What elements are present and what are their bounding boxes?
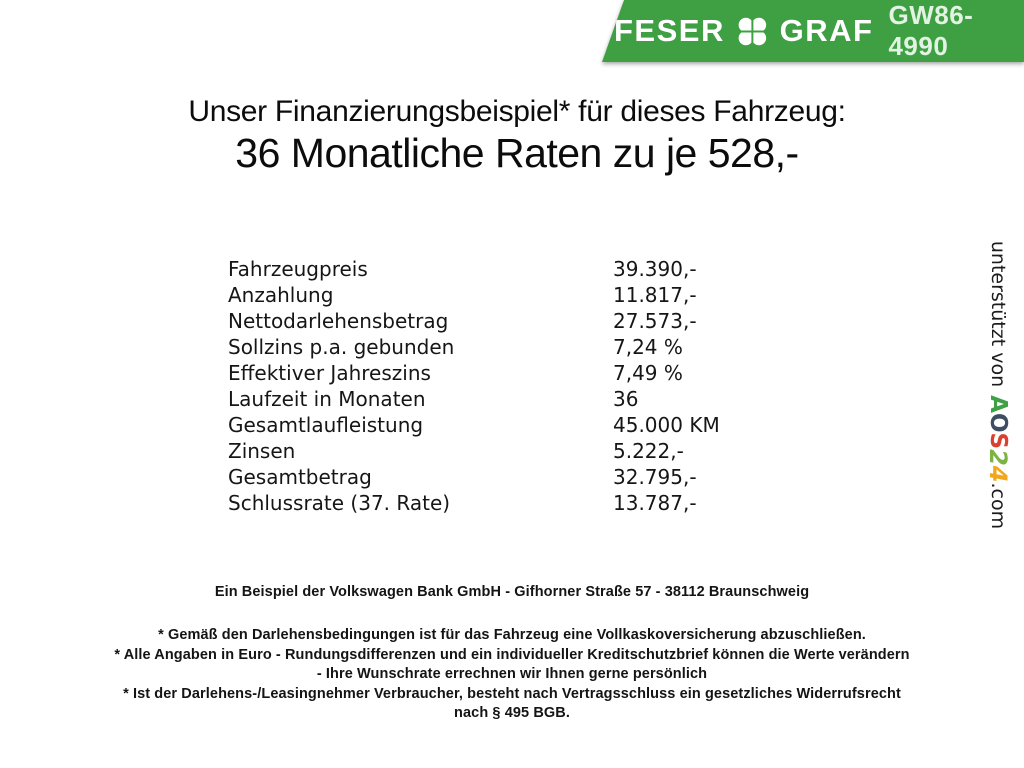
row-value: 11.817,- xyxy=(613,283,697,307)
support-credit-strip: unterstützt von A O S 2 4 .com xyxy=(984,235,1012,535)
headline-rate: 36 Monatliche Raten zu je 528,- xyxy=(235,130,799,176)
table-row: Gesamtbetrag 32.795,- xyxy=(228,464,720,490)
row-label: Anzahlung xyxy=(228,283,334,307)
aos24-logo-digit: 2 xyxy=(984,449,1012,466)
table-row: Sollzins p.a. gebunden 7,24 % xyxy=(228,334,720,360)
row-value: 45.000 KM xyxy=(613,413,720,437)
support-prefix-text: unterstützt von xyxy=(987,240,1009,388)
row-value: 5.222,- xyxy=(613,439,684,463)
four-leaf-clover-icon xyxy=(736,15,768,47)
support-suffix-text: .com xyxy=(987,482,1009,530)
row-label: Gesamtbetrag xyxy=(228,465,372,489)
row-value: 32.795,- xyxy=(613,465,697,489)
table-row: Fahrzeugpreis 39.390,- xyxy=(228,256,720,282)
table-row: Anzahlung 11.817,- xyxy=(228,282,720,308)
footnote-line: * Gemäß den Darlehensbedingungen ist für… xyxy=(158,627,866,643)
table-row: Zinsen 5.222,- xyxy=(228,438,720,464)
row-label: Fahrzeugpreis xyxy=(228,257,368,281)
table-row: Schlussrate (37. Rate) 13.787,- xyxy=(228,490,720,516)
aos24-logo-letter: S xyxy=(985,432,1011,450)
row-value: 36 xyxy=(613,387,639,411)
table-row: Effektiver Jahreszins 7,49 % xyxy=(228,360,720,386)
row-value: 13.787,- xyxy=(613,491,697,515)
footnote-line: nach § 495 BGB. xyxy=(454,705,570,722)
row-label: Gesamtlaufleistung xyxy=(228,413,424,437)
row-value: 7,49 % xyxy=(613,361,683,385)
footnote-line: * Alle Angaben in Euro - Rundungsdiffere… xyxy=(114,646,910,663)
row-value: 27.573,- xyxy=(613,309,697,333)
dealer-banner-shape: FESER GRAF GW86-4990 xyxy=(602,0,1024,62)
row-label: Zinsen xyxy=(228,439,296,463)
row-label: Effektiver Jahreszins xyxy=(228,361,431,385)
footnote-line: - Ihre Wunschrate errechnen wir Ihnen ge… xyxy=(316,666,708,683)
row-label: Nettodarlehensbetrag xyxy=(228,309,449,333)
dealer-banner: FESER GRAF GW86-4990 xyxy=(0,0,1024,70)
row-value: 39.390,- xyxy=(613,257,697,281)
footnote-line: * Ist der Darlehens-/Leasingnehmer Verbr… xyxy=(123,685,901,702)
aos24-logo-letter: A xyxy=(985,395,1011,413)
footnotes-block: * Gemäß den Darlehensbedingungen ist für… xyxy=(0,626,1024,724)
aos24-logo-digit: 4 xyxy=(984,465,1012,483)
brand-name-first: FESER xyxy=(614,13,725,48)
table-row: Nettodarlehensbetrag 27.573,- xyxy=(228,308,720,334)
vehicle-stock-code: GW86-4990 xyxy=(888,0,974,61)
table-row: Gesamtlaufleistung 45.000 KM xyxy=(228,412,720,438)
row-value: 7,24 % xyxy=(613,335,683,359)
row-label: Laufzeit in Monaten xyxy=(228,387,426,411)
financing-table: Fahrzeugpreis 39.390,- Anzahlung 11.817,… xyxy=(228,256,720,516)
row-label: Sollzins p.a. gebunden xyxy=(228,335,455,359)
aos24-logo-letter: O xyxy=(985,412,1011,433)
row-label: Schlussrate (37. Rate) xyxy=(228,491,451,515)
headline-intro: Unser Finanzierungsbeispiel* für dieses … xyxy=(188,95,846,128)
bank-example-line: Ein Beispiel der Volkswagen Bank GmbH - … xyxy=(214,584,810,600)
brand-name-second: GRAF xyxy=(779,13,874,48)
table-row: Laufzeit in Monaten 36 xyxy=(228,386,720,412)
